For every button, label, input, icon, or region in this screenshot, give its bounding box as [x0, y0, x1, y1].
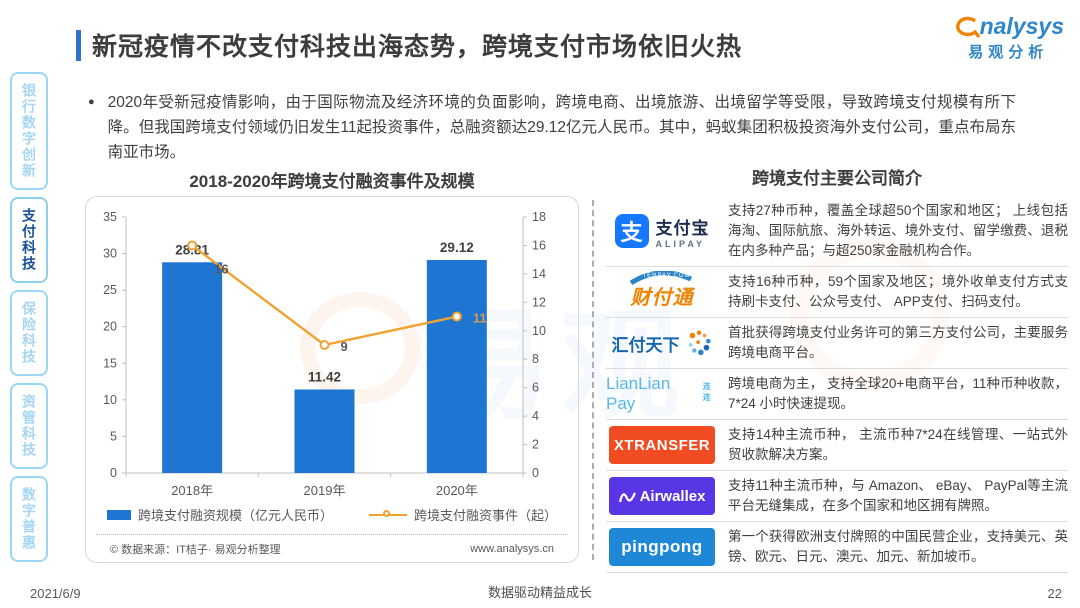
section-sidebar: 银行数字创新支付科技保险科技资管科技数字普惠 — [10, 72, 48, 562]
svg-text:2020年: 2020年 — [436, 483, 478, 498]
company-desc: 第一个获得欧洲支付牌照的中国民营企业，支持美元、英镑、欧元、日元、澳元、加元、新… — [728, 529, 1068, 564]
funding-bar-line-chart: 0 5 10 15 20 25 30 35 0 2 4 6 8 10 12 14 16 18 2018年 2019年 2… — [103, 210, 546, 498]
svg-text:30: 30 — [103, 247, 117, 261]
tenpay-swoosh-icon — [629, 271, 692, 285]
company-row-lianlian: LianLian Pay 连连 跨境电商为主， 支持全球20+电商平台，11种币种收… — [606, 369, 1068, 420]
airwallex-logo-cell: Airwallex — [606, 477, 718, 515]
svg-text:18: 18 — [532, 210, 546, 224]
chart-source: © 数据来源：IT桔子· 易观分析整理 — [110, 543, 281, 556]
company-desc: 支持11种主流币种，与 Amazon、 eBay、 PayPal等主流平台无缝集… — [728, 478, 1068, 513]
intro-paragraph: ● 2020年受新冠疫情影响，由于国际物流及经济环境的负面影响，跨境电商、出境旅… — [88, 90, 1016, 165]
lianlian-logo: LianLian Pay 连连 — [606, 374, 711, 413]
footer-slogan: 数据驱动精益成长 — [487, 585, 592, 600]
footer-page-number: 22 — [1047, 586, 1062, 601]
huifu-logo: 汇付天下 — [612, 329, 713, 357]
tenpay-logo: TENPAY.COM 财付通 — [629, 271, 694, 309]
company-desc: 首批获得跨境支付业务许可的第三方支付公司，主要服务跨境电商平台。 — [728, 325, 1068, 360]
svg-text:5: 5 — [110, 429, 117, 443]
huifu-logo-cell: 汇付天下 — [606, 329, 718, 357]
svg-text:10: 10 — [532, 324, 546, 338]
xtransfer-logo-cell: XTRANSFER — [606, 426, 718, 464]
company-row-pingpong: pingpong 第一个获得欧洲支付牌照的中国民营企业，支持美元、英镑、欧元、日元… — [606, 522, 1068, 573]
brand-name: nalysys — [979, 12, 1064, 39]
company-desc: 支持27种币种，覆盖全球超50个国家和地区； 上线包括海淘、国际航旅、海外转运、… — [728, 203, 1068, 258]
chart-card: 0 5 10 15 20 25 30 35 0 2 4 6 8 10 12 14 16 18 2018年 2019年 2… — [85, 196, 579, 563]
pingpong-logo-cell: pingpong — [606, 528, 718, 566]
company-desc: 支持16种币种，59个国家及地区；境外收单支付方式支持刷卡支付、公众号支付、 A… — [728, 274, 1068, 309]
legend-bar-swatch-icon — [106, 509, 131, 520]
legend-label: 跨境支付融资规模（亿元人民币） — [137, 508, 333, 523]
page-title: 新冠疫情不改支付科技出海态势，跨境支付市场依旧火热 — [92, 33, 743, 61]
tenpay-logo-cell: TENPAY.COM 财付通 — [606, 271, 718, 310]
companies-panel: 跨境支付主要公司简介 支 支付宝 ALIPAY 支持27种币种，覆盖全球超50个国家… — [606, 164, 1068, 573]
airwallex-mark-icon — [618, 491, 636, 502]
intro-text: 2020年受新冠疫情影响，由于国际物流及经济环境的负面影响，跨境电商、出境旅游、… — [107, 94, 1016, 161]
svg-text:16: 16 — [532, 238, 546, 252]
svg-text:16: 16 — [214, 261, 228, 276]
legend-label: 跨境支付融资事件（起） — [414, 508, 558, 523]
svg-text:4: 4 — [532, 409, 539, 423]
bullet-icon: ● — [88, 96, 95, 108]
xtransfer-logo: XTRANSFER — [609, 426, 715, 464]
company-row-xtransfer: XTRANSFER 支持14种主流币种， 主流币种7*24在线管理、一站式外贸收款… — [606, 420, 1068, 471]
sidebar-item-1[interactable]: 银行数字创新 — [10, 72, 48, 190]
brand-name-cn: 易观分析 — [968, 44, 1049, 61]
company-row-tenpay: TENPAY.COM 财付通 支持16种币种，59个国家及地区；境外收单支付方式支持… — [606, 267, 1068, 318]
svg-text:35: 35 — [103, 210, 117, 224]
company-row-airwallex: Airwallex 支持11种主流币种，与 Amazon、 eBay、 PayPa… — [606, 471, 1068, 522]
company-desc: 支持14种主流币种， 主流币种7*24在线管理、一站式外贸收款解决方案。 — [728, 427, 1068, 462]
companies-list: 支 支付宝 ALIPAY 支持27种币种，覆盖全球超50个国家和地区； 上线包括海淘… — [606, 196, 1068, 573]
svg-text:0: 0 — [110, 466, 117, 480]
svg-text:2: 2 — [532, 438, 539, 452]
chart-legend: 跨境支付融资规模（亿元人民币） 跨境支付融资事件（起） — [86, 505, 578, 524]
alipay-icon: 支 — [614, 214, 649, 248]
sidebar-item-2[interactable]: 支付科技 — [10, 197, 48, 283]
legend-item-line: 跨境支付融资事件（起） — [369, 505, 557, 524]
svg-text:0: 0 — [532, 466, 539, 480]
chart-source-url: www.analysys.cn — [470, 542, 554, 555]
svg-text:10: 10 — [103, 393, 117, 407]
analysys-logo-row: nalysys — [953, 12, 1064, 40]
svg-text:20: 20 — [103, 320, 117, 334]
sidebar-item-3[interactable]: 保险科技 — [10, 290, 48, 376]
sidebar-item-4[interactable]: 资管科技 — [10, 383, 48, 469]
analysys-logo: nalysys 易观分析 — [953, 12, 1064, 62]
alipay-logo: 支 支付宝 ALIPAY — [614, 214, 710, 249]
pingpong-logo: pingpong — [609, 528, 715, 566]
svg-text:15: 15 — [103, 356, 117, 370]
company-desc: 跨境电商为主， 支持全球20+电商平台，11种币种收款，7*24 小时快速提现。 — [728, 376, 1068, 411]
svg-text:8: 8 — [532, 352, 539, 366]
svg-text:9: 9 — [341, 339, 348, 354]
svg-text:29.12: 29.12 — [440, 240, 474, 255]
header: 新冠疫情不改支付科技出海态势，跨境支付市场依旧火热 — [76, 27, 742, 63]
svg-text:25: 25 — [103, 283, 117, 297]
svg-text:2019年: 2019年 — [304, 483, 346, 498]
svg-text:6: 6 — [532, 381, 539, 395]
huifu-pinwheel-icon — [688, 330, 711, 356]
chart-source-row: © 数据来源：IT桔子· 易观分析整理 www.analysys.cn — [96, 534, 568, 562]
svg-text:11.42: 11.42 — [308, 369, 341, 384]
svg-text:11: 11 — [473, 311, 487, 326]
alipay-logo-cell: 支 支付宝 ALIPAY — [606, 214, 718, 249]
company-row-alipay: 支 支付宝 ALIPAY 支持27种币种，覆盖全球超50个国家和地区； 上线包括海淘… — [606, 196, 1068, 267]
svg-text:12: 12 — [532, 295, 546, 309]
svg-text:14: 14 — [532, 267, 546, 281]
svg-text:2018年: 2018年 — [171, 483, 213, 498]
legend-line-swatch-icon — [369, 509, 407, 520]
company-row-huifu: 汇付天下 首批获得跨境支付业务许可的第三方支付公司，主要服务跨境电商平台。 — [606, 318, 1068, 369]
airwallex-logo: Airwallex — [609, 477, 715, 515]
lianlian-logo-cell: LianLian Pay 连连 — [606, 374, 718, 414]
title-accent-bar — [76, 29, 81, 61]
analysys-a-icon — [955, 16, 980, 39]
legend-item-bar: 跨境支付融资规模（亿元人民币） — [106, 505, 333, 524]
dashed-divider — [592, 200, 594, 560]
footer-date: 2021/6/9 — [30, 586, 81, 601]
sidebar-item-5[interactable]: 数字普惠 — [10, 476, 48, 562]
companies-title: 跨境支付主要公司简介 — [752, 169, 922, 188]
chart-title: 2018-2020年跨境支付融资事件及规模 — [189, 172, 475, 191]
